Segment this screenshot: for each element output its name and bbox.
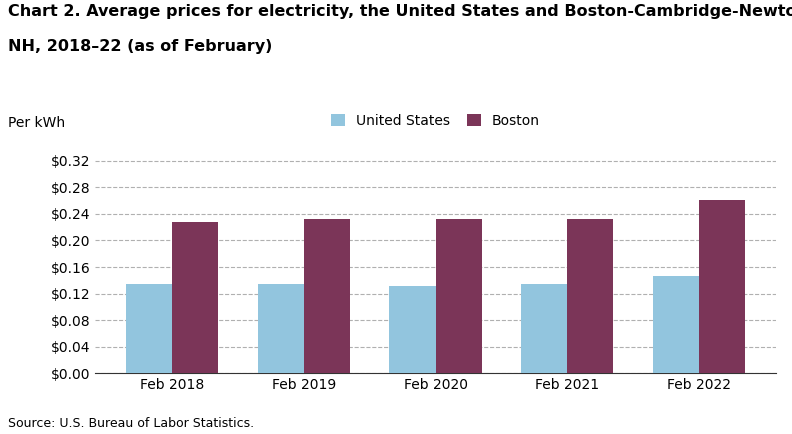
Text: Source: U.S. Bureau of Labor Statistics.: Source: U.S. Bureau of Labor Statistics.	[8, 417, 254, 430]
Legend: United States, Boston: United States, Boston	[331, 114, 540, 128]
Bar	[699, 200, 745, 373]
Bar	[390, 286, 436, 373]
Bar	[436, 219, 482, 373]
Bar	[257, 284, 304, 373]
Bar	[521, 284, 567, 373]
Text: Per kWh: Per kWh	[8, 116, 65, 130]
Bar	[172, 222, 219, 373]
Text: NH, 2018–22 (as of February): NH, 2018–22 (as of February)	[8, 39, 272, 54]
Bar	[567, 219, 614, 373]
Text: Chart 2. Average prices for electricity, the United States and Boston-Cambridge-: Chart 2. Average prices for electricity,…	[8, 4, 792, 20]
Bar	[304, 219, 350, 373]
Bar	[126, 284, 172, 373]
Bar	[653, 276, 699, 373]
